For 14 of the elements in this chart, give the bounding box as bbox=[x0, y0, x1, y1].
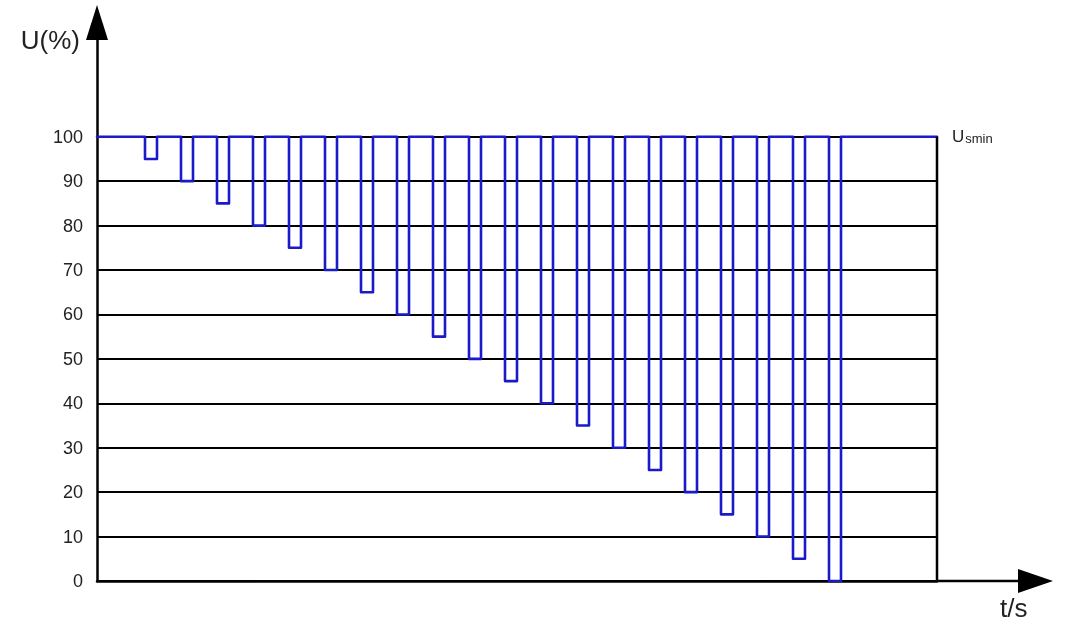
y-tick-label: 0 bbox=[72, 571, 83, 591]
y-tick-label: 100 bbox=[52, 126, 83, 147]
y-tick-label: 20 bbox=[62, 482, 83, 503]
y-tick-label: 90 bbox=[62, 171, 83, 192]
y-tick-label: 60 bbox=[62, 304, 83, 325]
text: Usmin bbox=[952, 127, 993, 147]
y-tick-label: 70 bbox=[62, 260, 83, 281]
y-tick-label: 80 bbox=[62, 215, 83, 236]
y-tick-label: 40 bbox=[62, 393, 83, 414]
y-tick-label: 50 bbox=[62, 348, 83, 369]
y-tick-label: 30 bbox=[62, 437, 83, 458]
y-tick-label: 10 bbox=[62, 526, 83, 547]
x-axis-title: t/s bbox=[1000, 593, 1028, 623]
y-axis-title: U(%) bbox=[20, 25, 80, 55]
